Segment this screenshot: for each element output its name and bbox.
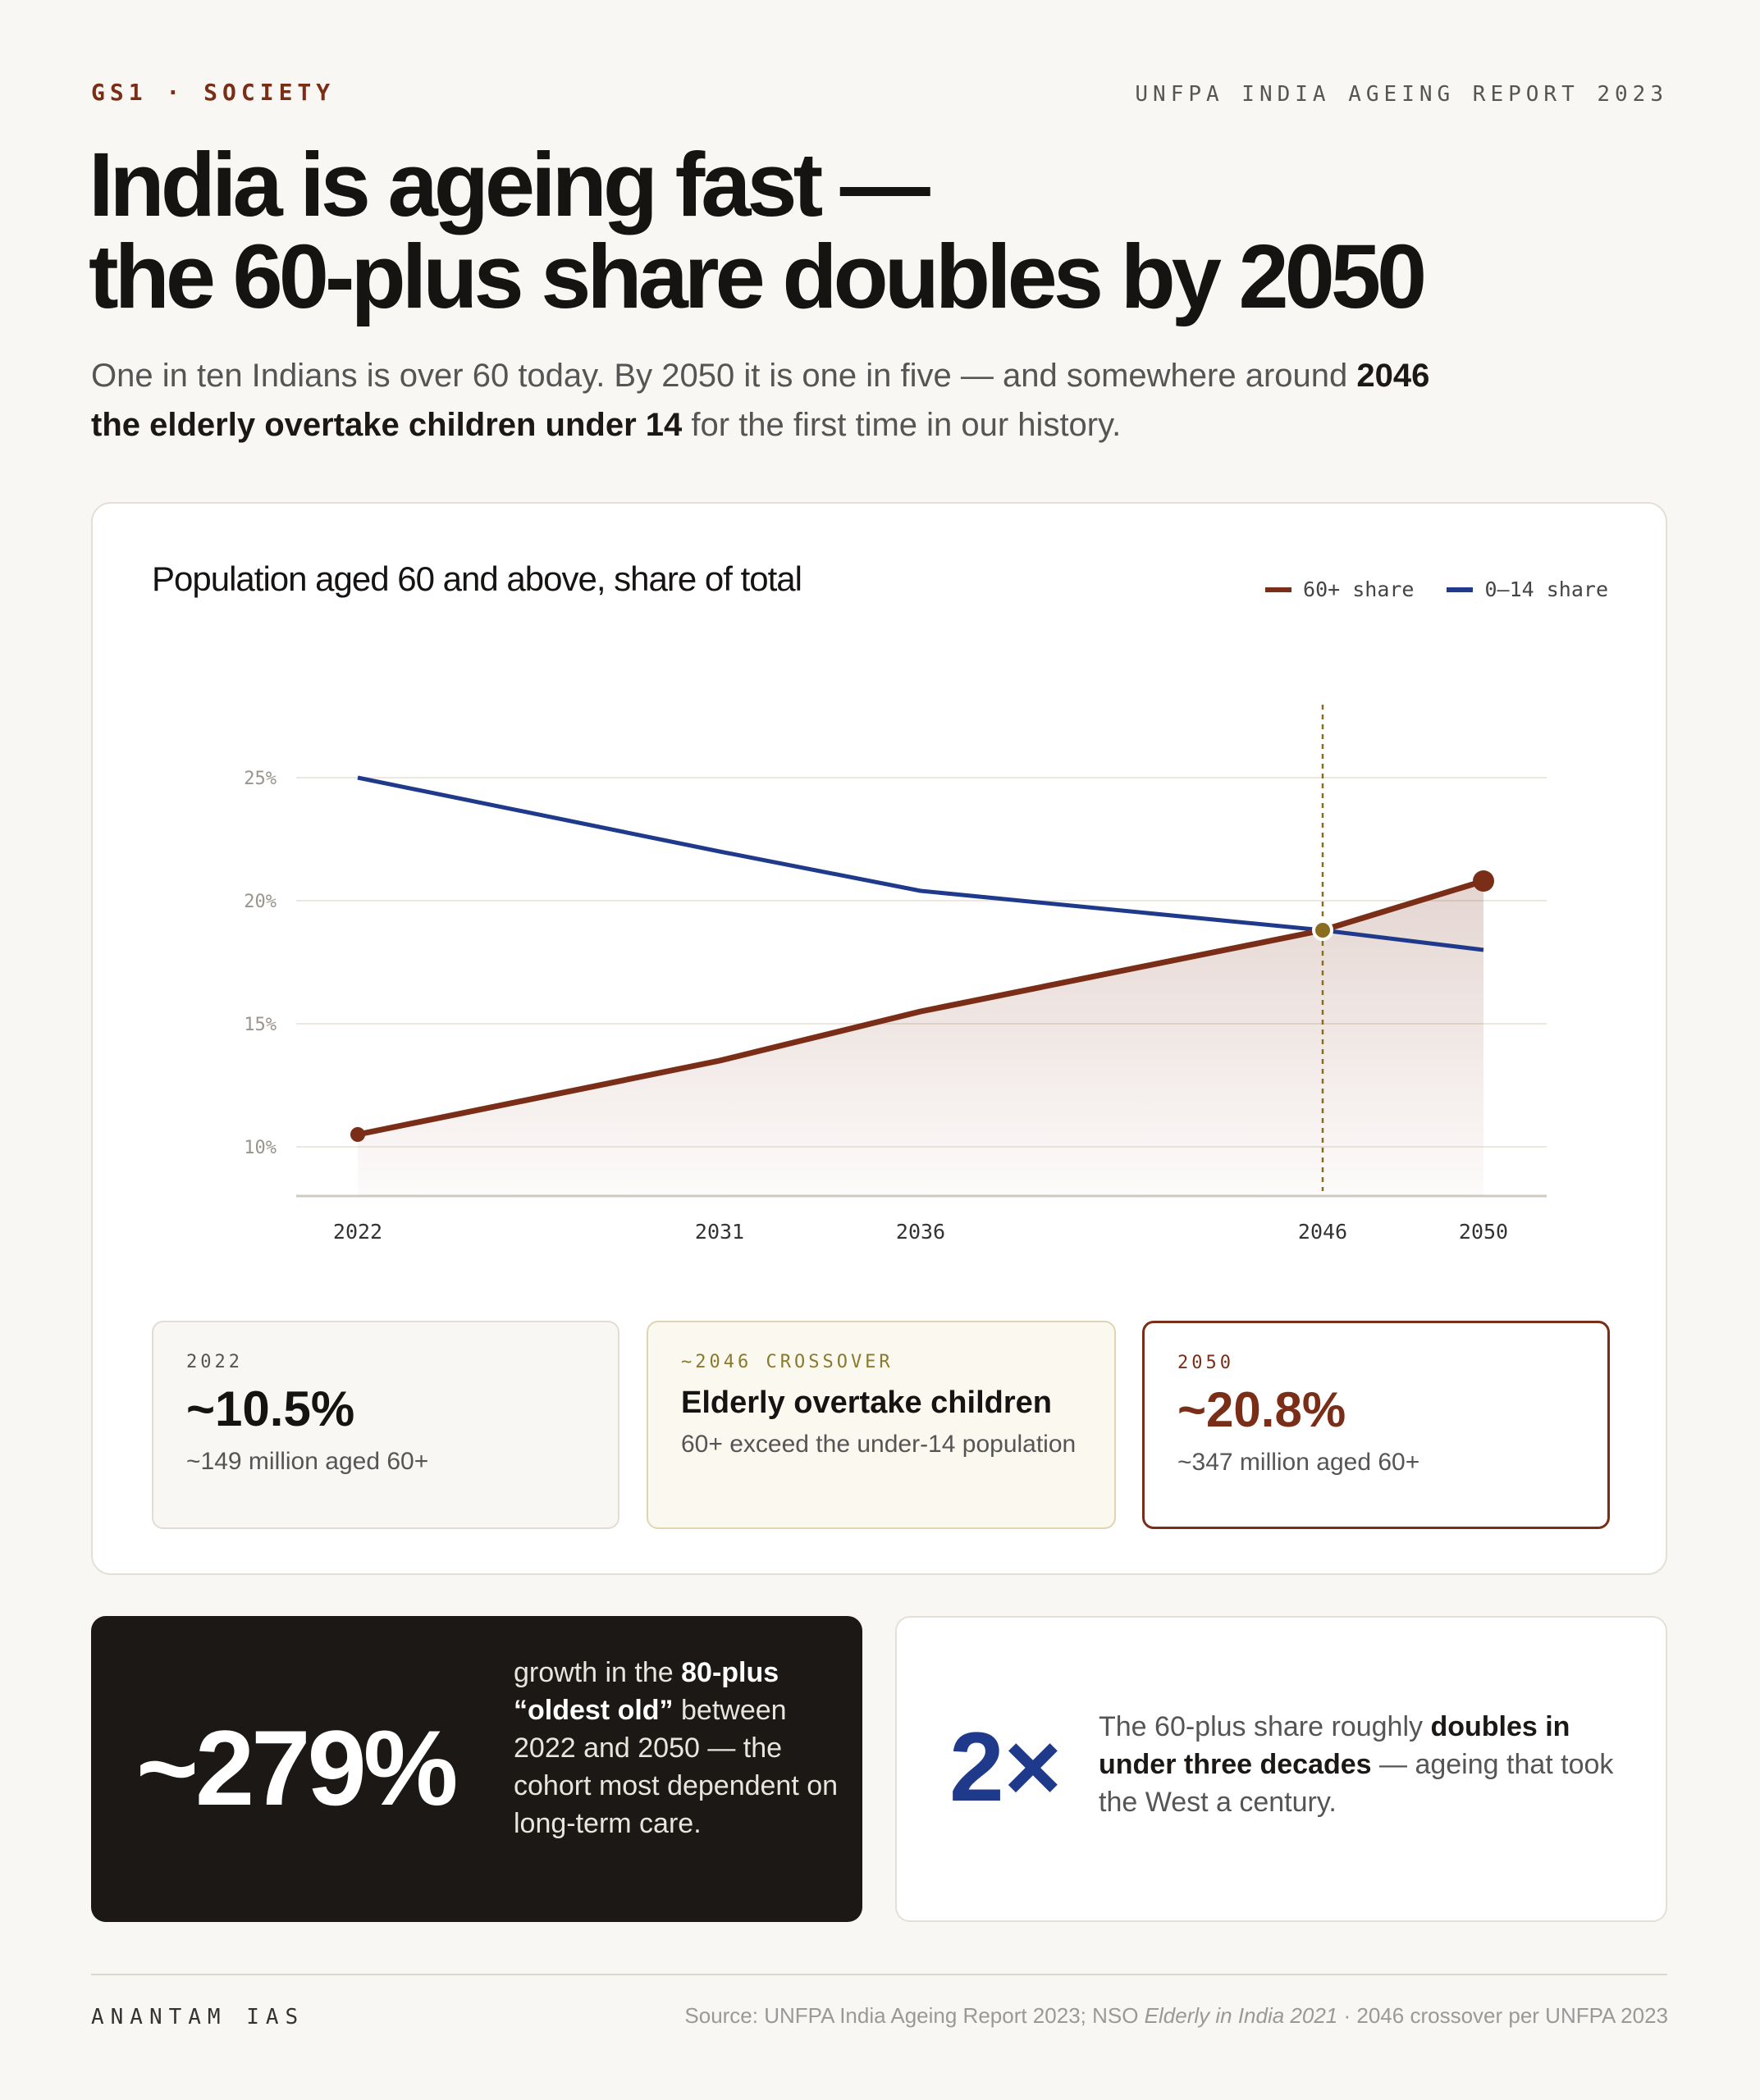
oldest-old-callout: ~279% growth in the 80-plus “oldest old”…: [91, 1616, 862, 1922]
data-point-60plus-2022: [350, 1127, 365, 1142]
source-text-2: · 2046 crossover per UNFPA 2023: [1337, 2003, 1669, 2028]
chart-legend: 60+ share 0–14 share: [1265, 578, 1608, 601]
crossover-point: [1312, 920, 1333, 941]
stat-value: ~20.8%: [1177, 1382, 1346, 1437]
y-tick-label: 10%: [244, 1138, 277, 1158]
stat-card-2050: 2050 ~20.8% ~347 million aged 60+: [1142, 1321, 1610, 1529]
data-point-60plus-2050: [1473, 870, 1494, 892]
footer-source: Source: UNFPA India Ageing Report 2023; …: [684, 2003, 1668, 2029]
lede-text-2: for the first time in our history.: [682, 407, 1122, 443]
x-tick-label: 2036: [896, 1220, 945, 1244]
legend-swatch-60plus: [1265, 587, 1292, 592]
doubling-text: The 60-plus share roughly doubles in und…: [1099, 1708, 1624, 1821]
series-line-60plus: [357, 878, 1485, 1138]
x-tick-label: 2031: [695, 1220, 744, 1244]
callout-text-1: The 60-plus share roughly: [1099, 1711, 1431, 1742]
series-area-60plus: [358, 881, 1483, 1196]
stat-value: ~10.5%: [186, 1381, 355, 1436]
oldest-old-growth-value: ~279%: [136, 1708, 458, 1828]
report-source-tag: UNFPA INDIA AGEING REPORT 2023: [1135, 82, 1668, 107]
stat-label: 2050: [1177, 1353, 1234, 1373]
callout-text-1: growth in the: [514, 1657, 682, 1688]
section-tag: GS1 · SOCIETY: [91, 79, 336, 106]
stat-label: 2022: [186, 1352, 243, 1372]
legend-item-60plus: 60+ share: [1265, 578, 1414, 601]
x-tick-label: 2046: [1298, 1220, 1347, 1244]
y-tick-label: 20%: [244, 892, 277, 912]
lede-bold: 2046 the elderly overtake children under…: [91, 358, 1430, 443]
stat-card-crossover: ~2046 CROSSOVER Elderly overtake childre…: [647, 1321, 1116, 1529]
footer-brand: ANANTAM IAS: [91, 2005, 305, 2029]
line-chart: 10% 15% 20% 25% 2022 2031 2036 2046 2050: [244, 705, 1547, 1244]
source-text-1: Source: UNFPA India Ageing Report 2023; …: [684, 2003, 1145, 2028]
legend-label-0-14: 0–14 share: [1484, 578, 1608, 601]
stat-heading: Elderly overtake children: [681, 1386, 1052, 1420]
y-tick-label: 15%: [244, 1015, 277, 1035]
page-title: India is ageing fast — the 60-plus share…: [89, 135, 1427, 327]
callout-text-2: between 2022 and 2050 — the cohort most …: [514, 1695, 839, 1839]
source-italic: Elderly in India 2021: [1144, 2003, 1338, 2028]
stat-card-2022: 2022 ~10.5% ~149 million aged 60+: [152, 1321, 619, 1529]
y-tick-label: 25%: [244, 769, 277, 789]
callout-bold: 80-plus “oldest old”: [514, 1657, 779, 1726]
stat-note: ~149 million aged 60+: [186, 1448, 429, 1475]
chart-card: Population aged 60 and above, share of t…: [91, 502, 1667, 1575]
oldest-old-growth-text: growth in the 80-plus “oldest old” betwe…: [514, 1654, 842, 1842]
legend-swatch-0-14: [1447, 587, 1474, 592]
legend-label-60plus: 60+ share: [1303, 578, 1415, 601]
stat-note: 60+ exceed the under-14 population: [681, 1431, 1077, 1458]
chart-title: Population aged 60 and above, share of t…: [152, 559, 802, 598]
doubling-value: 2×: [949, 1712, 1062, 1822]
callout-text-2: — ageing that took the West a century.: [1099, 1749, 1614, 1818]
lede: One in ten Indians is over 60 today. By …: [91, 351, 1486, 450]
callout-bold: doubles in under three decades: [1099, 1711, 1570, 1780]
series-line-0-14: [357, 775, 1484, 952]
footer-divider: [91, 1974, 1667, 1975]
x-tick-label: 2050: [1459, 1220, 1508, 1244]
lede-text-1: One in ten Indians is over 60 today. By …: [91, 358, 1357, 394]
stat-note: ~347 million aged 60+: [1177, 1449, 1420, 1476]
title-line-1: India is ageing fast —: [89, 135, 930, 235]
legend-item-0-14: 0–14 share: [1447, 578, 1608, 601]
x-tick-label: 2022: [333, 1220, 382, 1244]
doubling-callout: 2× The 60-plus share roughly doubles in …: [895, 1616, 1667, 1922]
stat-label: ~2046 CROSSOVER: [681, 1352, 894, 1372]
title-line-2: the 60-plus share doubles by 2050: [89, 226, 1427, 327]
